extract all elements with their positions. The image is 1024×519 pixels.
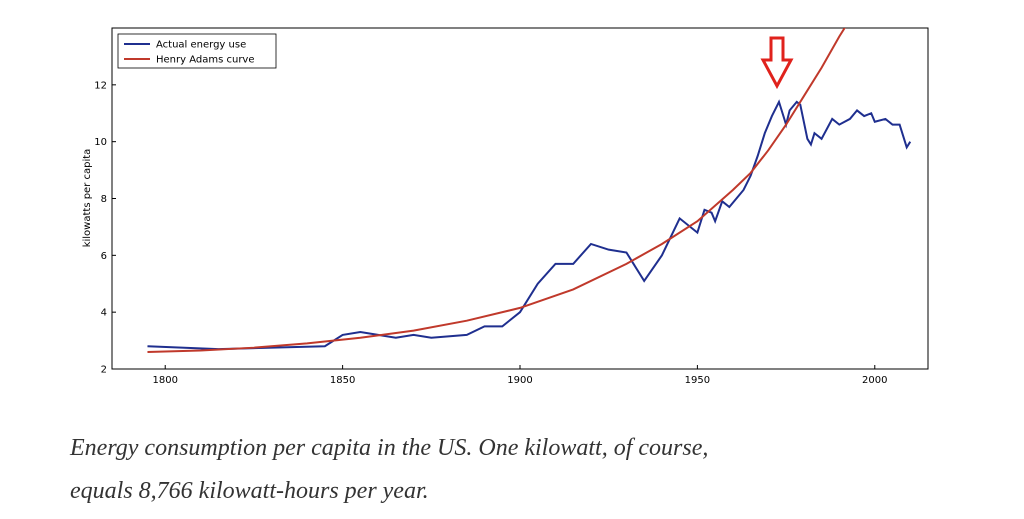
y-axis-label: kilowatts per capita [82,149,93,248]
y-tick-label: 2 [101,365,107,376]
x-tick-label: 1900 [507,375,532,386]
y-tick-label: 8 [101,194,107,205]
legend-label: Actual energy use [156,40,246,51]
y-tick-label: 10 [94,137,107,148]
x-tick-label: 1800 [152,375,177,386]
plot-frame [111,27,929,370]
plot-lines [147,28,912,353]
y-tick-label: 6 [101,251,107,262]
y-tick-label: 4 [101,308,107,319]
legend-label: Henry Adams curve [156,55,255,66]
caption-line: equals 8,766 kilowatt-hours per year. [70,478,429,504]
x-tick-label: 2000 [862,375,887,386]
series-line [147,99,912,351]
x-tick-label: 1850 [330,375,355,386]
legend-box [117,33,277,69]
arrow-annotation [760,36,794,90]
caption-line: Energy consumption per capita in the US.… [69,435,708,461]
series-line [147,28,846,353]
y-tick-label: 12 [94,80,107,91]
x-tick-label: 1950 [685,375,710,386]
